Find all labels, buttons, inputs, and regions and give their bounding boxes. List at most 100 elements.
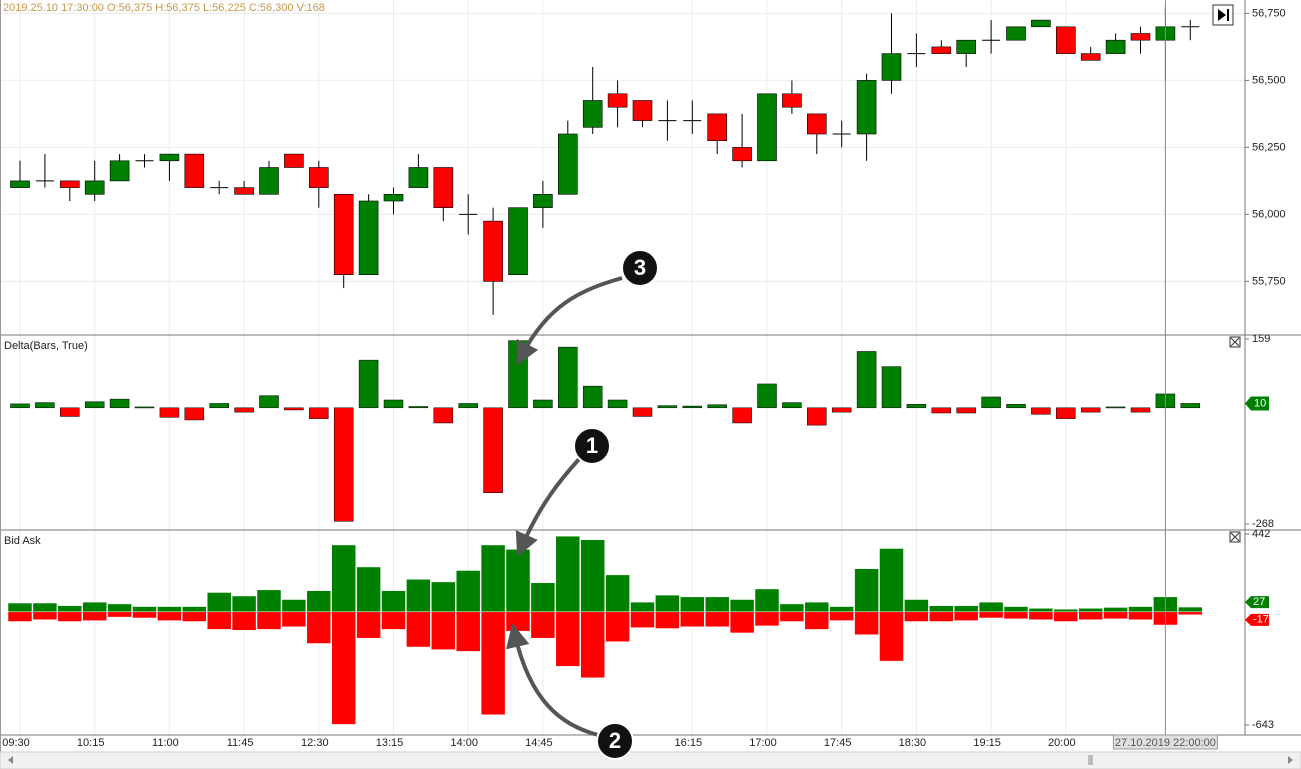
scroll-right[interactable] <box>1288 756 1293 764</box>
bidask-bar <box>505 549 531 613</box>
arrow <box>516 276 623 366</box>
bidask-bar <box>157 611 182 621</box>
bidask-bar <box>1053 611 1079 622</box>
button-icon[interactable] <box>1218 9 1229 21</box>
candle-body <box>10 180 30 188</box>
bidask-bar <box>1003 606 1029 613</box>
delta-bar <box>582 385 603 409</box>
bidask-bar <box>953 605 979 613</box>
close-icon[interactable] <box>1230 337 1240 347</box>
candle-body <box>1105 39 1126 54</box>
bidask-bar <box>1128 611 1153 620</box>
x-tick-label: 20:00 <box>1048 737 1076 749</box>
bidask-bar <box>1103 611 1128 620</box>
scroll-to-end-button[interactable] <box>1212 4 1234 26</box>
bidask-bar <box>555 535 581 613</box>
bidask-bar <box>605 574 630 613</box>
delta-bar <box>60 407 80 417</box>
candle-body <box>1056 26 1076 54</box>
callout-number: 1 <box>586 433 598 458</box>
x-tick-label: 13:15 <box>376 737 404 749</box>
delta-bar <box>956 407 976 414</box>
delta-bar <box>284 407 304 411</box>
candle-body <box>956 39 977 54</box>
value-tag <box>1245 596 1269 609</box>
bidask-bar <box>306 611 332 644</box>
bidask-bar <box>779 603 805 613</box>
close-icon[interactable] <box>1230 532 1240 542</box>
bidask-bar <box>729 611 755 634</box>
candle-body <box>1006 26 1026 41</box>
arrow <box>515 456 582 557</box>
delta-bar <box>10 403 30 409</box>
bidask-bar <box>480 544 506 613</box>
candle-body <box>234 187 254 195</box>
bidask-bar <box>82 601 107 613</box>
delta-bar <box>607 399 628 409</box>
scrollbar[interactable] <box>0 751 1301 769</box>
bidask-bar <box>231 595 257 613</box>
callout <box>621 249 659 287</box>
bidask-bar <box>754 611 780 627</box>
bidask-bar <box>580 539 605 613</box>
delta-bar <box>1130 407 1151 413</box>
annotations: 3 1 2 <box>506 249 659 760</box>
candle-body <box>259 167 279 195</box>
bidask-bar <box>82 611 107 621</box>
delta-bar <box>757 383 777 409</box>
value-tag <box>1245 613 1269 626</box>
candle-body <box>732 147 752 162</box>
candle-body <box>333 194 354 276</box>
scroll-thumb[interactable] <box>1088 755 1093 765</box>
delta-bar <box>458 403 478 409</box>
bidask-bar <box>157 606 182 613</box>
bidask-bar <box>206 592 232 613</box>
candle-body <box>782 93 802 108</box>
delta-bar <box>1080 407 1101 413</box>
x-tick-label: 10:15 <box>77 737 105 749</box>
close-panel[interactable] <box>1229 336 1241 348</box>
panel-title: Bid Ask <box>4 535 41 547</box>
bidask-bar <box>929 605 954 613</box>
value-tag-label: 10 <box>1254 397 1266 409</box>
callout-number: 3 <box>634 255 646 280</box>
bidask-bar <box>1028 608 1054 613</box>
bidask-bar <box>455 570 481 613</box>
bidask-bar <box>605 611 630 642</box>
plot <box>7 6 1203 725</box>
bidask-bar <box>804 601 830 613</box>
candle-body <box>557 133 578 195</box>
bidask-bar <box>655 594 680 613</box>
delta-bar <box>134 406 155 409</box>
bidask-bar <box>779 611 805 622</box>
y-tick-label: 159 <box>1252 333 1270 345</box>
delta-bar <box>209 403 229 409</box>
bidask-bar <box>331 611 356 725</box>
bidask-bar <box>32 602 58 613</box>
candle-body <box>383 194 404 202</box>
bidask-bar <box>1178 611 1203 616</box>
delta-bar <box>981 396 1001 409</box>
candle-body <box>1031 19 1051 28</box>
bidask-bar <box>182 611 207 622</box>
delta-bar <box>35 402 55 409</box>
scroll-left[interactable] <box>8 756 13 764</box>
scroll-track[interactable] <box>0 751 1301 769</box>
bidask-bar <box>729 599 755 613</box>
y-tick-label: -643 <box>1252 719 1274 731</box>
x-tick-label: 16:15 <box>675 737 703 749</box>
bidask-bar <box>829 606 854 613</box>
bidask-bar <box>1053 608 1079 613</box>
candle-body <box>483 220 503 282</box>
y-tick-label: 442 <box>1252 528 1270 540</box>
close-panel[interactable] <box>1229 531 1241 543</box>
candle-body <box>806 113 827 135</box>
panel-title: Delta(Bars, True) <box>4 340 88 352</box>
candle-body <box>1080 53 1101 61</box>
candle-body <box>931 46 952 54</box>
bidask-bar <box>704 611 730 628</box>
bidask-bar <box>182 606 207 613</box>
delta-bar <box>1056 407 1076 419</box>
delta-bar <box>856 351 877 409</box>
